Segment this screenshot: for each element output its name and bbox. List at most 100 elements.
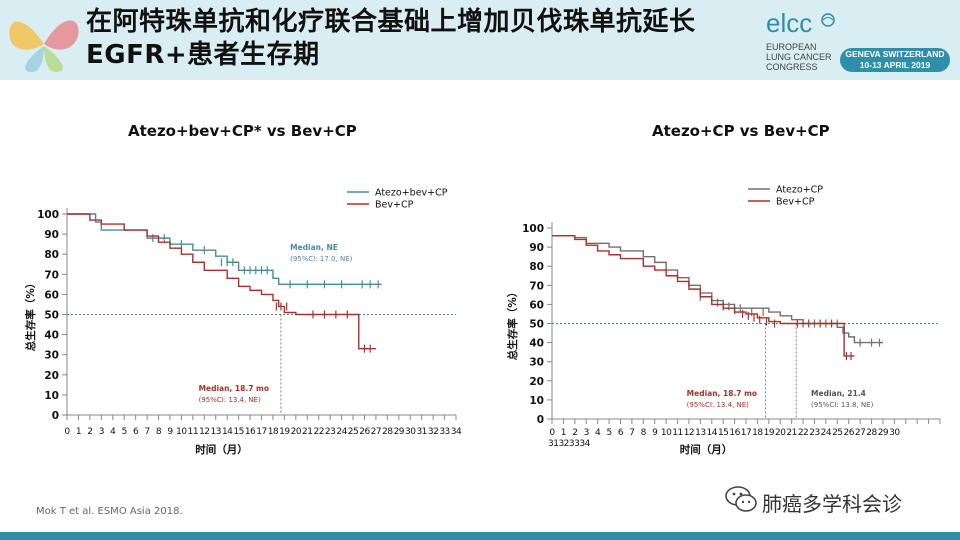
x-tick-label: 24 xyxy=(821,428,832,438)
x-tick-label: 25 xyxy=(832,428,842,438)
x-tick-label: 12 xyxy=(684,428,694,438)
x-tick-label: 31 xyxy=(416,427,426,437)
x-tick-label: 5 xyxy=(122,427,127,437)
x-tick-label: 7 xyxy=(629,428,634,438)
x-axis-title: 时间（月） xyxy=(195,443,248,456)
x-axis-title: 时间（月） xyxy=(680,443,733,456)
x-tick-label: 22 xyxy=(798,428,808,438)
x-tick-label: 26 xyxy=(843,428,854,438)
header-band xyxy=(0,0,960,80)
x-tick-label: 18 xyxy=(752,428,763,438)
x-tick-label: 0 xyxy=(64,427,70,437)
x-tick-label: 28 xyxy=(866,428,877,438)
y-tick-label: 30 xyxy=(44,350,59,362)
globe-icon xyxy=(821,13,835,27)
y-tick-label: 40 xyxy=(44,330,59,342)
x-tick-label: 3 xyxy=(584,428,589,438)
median-annotation: (95%CI: 13.8, NE) xyxy=(811,401,874,409)
x-tick-label: 11 xyxy=(188,427,198,437)
watermark-text: 肺癌多学科会诊 xyxy=(762,492,902,516)
x-tick-label: 13 xyxy=(211,427,221,437)
y-tick-label: 80 xyxy=(44,249,59,261)
km-curve-1 xyxy=(552,234,883,344)
x-tick-label: 2 xyxy=(87,427,92,437)
x-tick-label: 28 xyxy=(382,427,393,437)
x-tick-label: 6 xyxy=(618,428,624,438)
legend-label: Atezo+CP xyxy=(776,185,823,196)
km-curve-2 xyxy=(67,213,376,350)
x-tick-label: 20 xyxy=(291,427,302,437)
x-tick-label: 8 xyxy=(641,428,647,438)
x-tick-label: 12 xyxy=(199,427,209,437)
x-tick-label: 3 xyxy=(99,427,104,437)
x-tick-label: 30 xyxy=(405,427,416,437)
y-tick-label: 70 xyxy=(44,269,59,281)
x-tick-label: 23 xyxy=(325,427,335,437)
x-tick-label: 27 xyxy=(855,428,865,438)
x-tick-label: 1 xyxy=(561,428,566,438)
x-tick-label: 6 xyxy=(133,427,139,437)
y-tick-label: 100 xyxy=(37,209,59,221)
x-tick-label: 24 xyxy=(336,427,347,437)
y-tick-label: 50 xyxy=(44,310,59,322)
congress-badge: GENEVA SWITZERLAND 10-13 APRIL 2019 xyxy=(840,48,950,72)
y-tick-label: 50 xyxy=(529,319,544,331)
x-tick-label: 21 xyxy=(302,427,312,437)
elcc-logo: elcc EUROPEAN LUNG CANCER CONGRESS GENEV… xyxy=(760,8,950,74)
y-tick-label: 40 xyxy=(529,338,544,350)
x-tick-label: 7 xyxy=(144,427,149,437)
x-tick-label: 17 xyxy=(741,428,751,438)
y-tick-label: 70 xyxy=(529,280,544,292)
butterfly-logo-icon xyxy=(9,20,79,73)
y-tick-label: 90 xyxy=(529,242,544,254)
y-tick-label: 90 xyxy=(44,229,59,241)
median-annotation: Median, 21.4 xyxy=(811,389,866,398)
median-annotation: (95%CI: 13.4, NE) xyxy=(199,396,262,404)
y-tick-label: 0 xyxy=(52,410,59,422)
median-annotation: Median, 18.7 mo xyxy=(199,384,269,393)
x-tick-label: 32 xyxy=(428,427,438,437)
legend-label: Atezo+bev+CP xyxy=(375,188,448,199)
x-tick-label: 26 xyxy=(359,427,370,437)
citation: Mok T et al. ESMO Asia 2018. xyxy=(36,506,183,517)
median-annotation: Median, NE xyxy=(290,243,338,252)
x-tick-label: 30 xyxy=(889,428,900,438)
x-tick-label: 9 xyxy=(652,428,658,438)
x-tick-label: 11 xyxy=(672,428,682,438)
x-tick-label: 4 xyxy=(110,427,116,437)
x-tick-label: 29 xyxy=(394,427,405,437)
y-tick-label: 100 xyxy=(522,223,544,235)
x-tick-label: 14 xyxy=(222,427,233,437)
chart-2-title: Atezo+CP vs Bev+CP xyxy=(652,122,830,140)
x-tick-label: 20 xyxy=(775,428,786,438)
x-tick-label: 18 xyxy=(268,427,279,437)
x-tick-label: 2 xyxy=(572,428,577,438)
x-tick-label: 8 xyxy=(156,427,162,437)
y-axis-title: 总生存率（%） xyxy=(24,278,37,352)
x-tick-label: 13 xyxy=(695,428,705,438)
x-tick-label: 25 xyxy=(348,427,358,437)
median-annotation: Median, 18.7 mo xyxy=(687,389,757,398)
legend-label: Bev+CP xyxy=(776,197,815,208)
x-tick-label: 34 xyxy=(451,427,462,437)
x-tick-label: 9 xyxy=(167,427,173,437)
km-curve-2 xyxy=(552,234,855,357)
median-annotation: (95%CI: 13.4, NE) xyxy=(687,401,750,409)
x-tick-label: 19 xyxy=(764,428,775,438)
x-tick-label: 29 xyxy=(878,428,889,438)
x-tick-label: 23 xyxy=(809,428,819,438)
y-tick-label: 0 xyxy=(537,414,544,426)
x-tick-label-overflow: 31323334 xyxy=(548,439,591,449)
x-tick-label: 21 xyxy=(786,428,796,438)
footer-bar xyxy=(0,532,960,540)
y-tick-label: 20 xyxy=(44,370,59,382)
chart-1-title: Atezo+bev+CP* vs Bev+CP xyxy=(128,122,357,140)
y-tick-label: 10 xyxy=(44,390,59,402)
page-title: 在阿特珠单抗和化疗联合基础上增加贝伐珠单抗延长EGFR+患者生存期 xyxy=(86,7,696,70)
y-tick-label: 10 xyxy=(529,395,544,407)
x-tick-label: 10 xyxy=(176,427,187,437)
x-tick-label: 33 xyxy=(439,427,449,437)
x-tick-label: 14 xyxy=(707,428,718,438)
